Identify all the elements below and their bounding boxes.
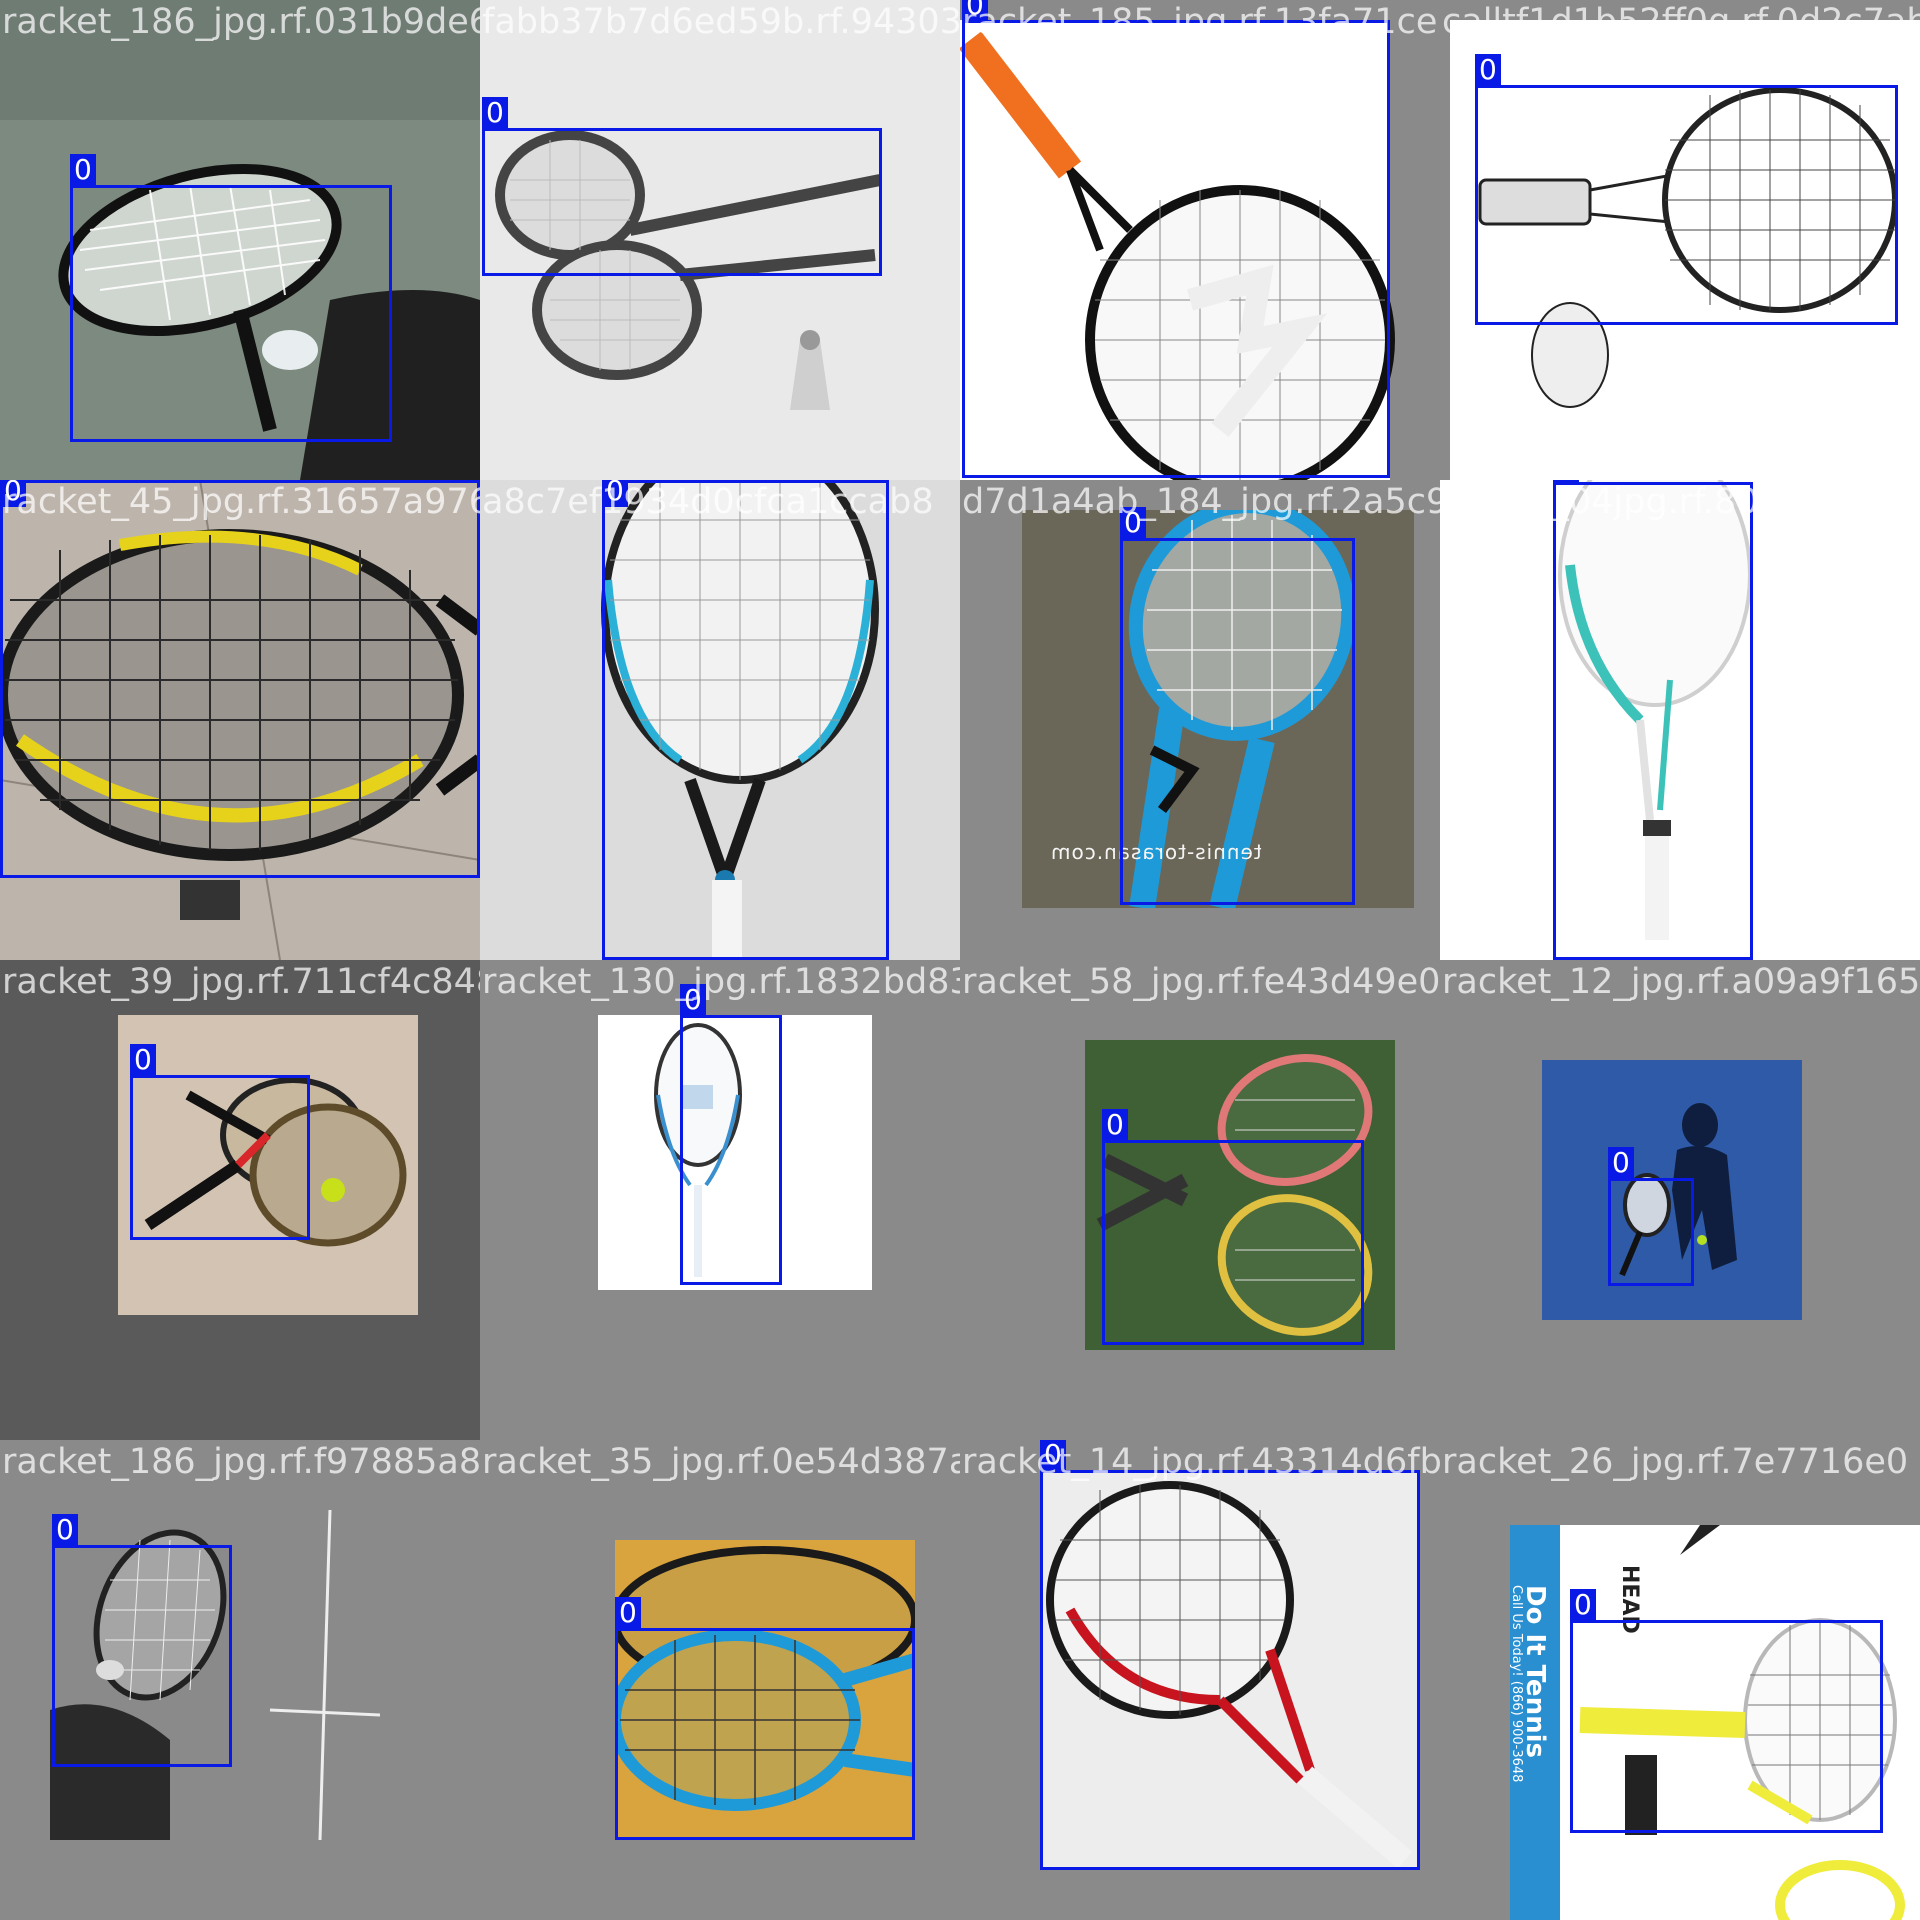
detection-bbox[interactable]: 0 [52,1514,232,1767]
detection-bbox[interactable]: 0 [130,1044,310,1240]
blue-racket-photo [1022,510,1414,908]
shop-phone-watermark: Call Us Today! (866) 900-3648 [1510,1585,1524,1783]
detection-bbox[interactable]: 0 [1553,480,1753,960]
mosaic-tile: 0 racket_58_jpg.rf.fe43d49e05 [960,960,1440,1440]
mosaic-tile: 0 racket_14_jpg.rf.43314d6fb8 [960,1440,1440,1920]
detection-bbox[interactable]: 0 [602,480,889,960]
detection-bbox[interactable]: 0 [1120,507,1355,905]
mosaic-tile: 0 racket_04jpg.rf.802508ed48 [1440,480,1920,960]
class-label: 0 [482,97,508,129]
shop-name-watermark: Do It Tennis [1520,1585,1550,1758]
class-label: 0 [1040,1440,1066,1471]
mosaic-tile: 0 racket_39_jpg.rf.711cf4c848 [0,960,480,1440]
racket-closeup-photo [0,480,480,960]
detection-bbox[interactable]: 0 [680,984,782,1285]
white-blue-racket-photo [598,1015,872,1290]
detection-bbox[interactable]: 0 [1102,1109,1364,1345]
detection-bbox[interactable]: 0 [962,0,1390,478]
tile-image [1040,1470,1420,1870]
tile-image [1440,480,1920,960]
court-racket-photo [0,0,480,480]
mosaic-tile: 0 a8c7ef1934d0cfca1ccab8 [480,480,960,960]
tile-image [960,0,1440,480]
class-label: 0 [962,0,988,21]
class-label: 0 [1570,1589,1596,1621]
mosaic-tile: 0 racket_186_jpg.rf.031b9de6f9fab37b7d6e… [0,0,480,480]
mosaic-tile: 0 racket_35_jpg.rf.0e54d387a6 [480,1440,960,1920]
rackets-on-floor-photo [118,1015,418,1315]
tile-image [1440,0,1920,480]
racket-product-photo [960,0,1440,480]
class-label: 0 [0,480,26,507]
class-label: 0 [615,1597,641,1629]
tile-image [1542,1060,1802,1320]
class-label: 0 [680,984,706,1016]
detection-bbox[interactable]: 0 [1608,1147,1694,1286]
mosaic-tile: 0 racket_185_jpg.rf.13fa71ce3c [960,0,1440,480]
mosaic-tile: 0 calltf1d1b52ff0g.rf.0d2c7abb [1440,0,1920,480]
blue-rackets-on-wood-photo [615,1540,915,1840]
detection-bbox[interactable]: 0 [1040,1440,1420,1870]
tile-image [118,1015,418,1315]
class-label: 0 [602,480,628,507]
mosaic-tile: Do It Tennis Call Us Today! (866) 900-36… [1440,1440,1920,1920]
white-racket-photo [1440,480,1920,960]
class-label: 0 [1553,480,1579,483]
class-label: 0 [52,1514,78,1546]
racket-studio-photo [480,480,960,960]
tile-image [50,1510,380,1840]
class-label: 0 [1608,1147,1634,1179]
mosaic-tile: 0 fabb37b7d6ed59b.rf.943033cb [480,0,960,480]
grayscale-court-photo [50,1510,380,1840]
detection-bbox[interactable]: 0 [70,154,392,442]
mosaic-tile: 0 racket_12_jpg.rf.a09a9f165 [1440,960,1920,1440]
mosaic-tile: 0 racket_130_jpg.rf.1832bd83 [480,960,960,1440]
rackets-on-grass-photo [1085,1040,1395,1350]
detection-bbox[interactable]: 0 [0,480,480,878]
mosaic-tile: tennis-torasan.com 0 d7d1a4ab_184_jpg.rf… [960,480,1440,960]
shadow-court-photo [1542,1060,1802,1320]
red-racket-photo [1040,1470,1420,1870]
detection-bbox[interactable]: 0 [1475,54,1898,325]
class-label: 0 [1102,1109,1128,1141]
class-label: 0 [1120,507,1146,539]
tile-image [480,480,960,960]
mosaic-tile: 0 racket_45_jpg.rf.31657a976 [0,480,480,960]
class-label: 0 [70,154,96,186]
tile-image [615,1540,915,1840]
class-label: 0 [130,1044,156,1076]
racket-drawing-photo [1440,0,1920,480]
detection-bbox[interactable]: 0 [615,1597,915,1840]
detection-bbox[interactable]: 0 [1570,1589,1883,1833]
tile-image [1085,1040,1395,1350]
tile-image [0,0,480,480]
class-label: 0 [1475,54,1501,86]
mosaic-tile: 0 racket_186_jpg.rf.f97885a87 [0,1440,480,1920]
tile-image [598,1015,872,1290]
detection-bbox[interactable]: 0 [482,97,882,276]
tile-image: tennis-torasan.com [1022,510,1414,908]
tile-image [0,480,480,960]
